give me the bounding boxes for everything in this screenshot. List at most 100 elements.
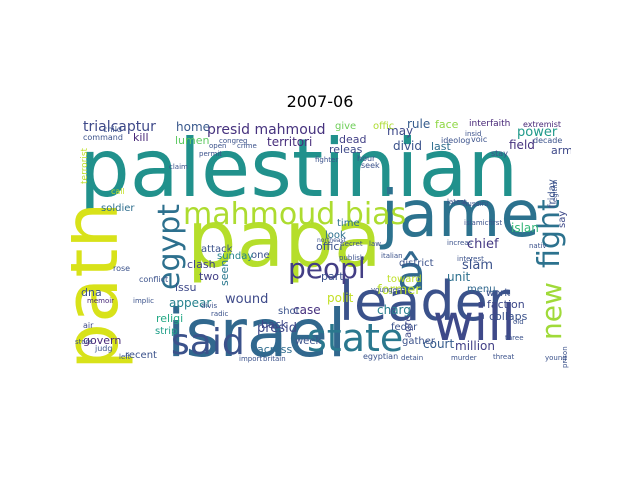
cloud-word: air: [83, 321, 94, 330]
cloud-word: strip: [155, 326, 177, 337]
cloud-word: â: [397, 246, 426, 302]
cloud-word: path: [71, 202, 135, 368]
cloud-word: rose: [113, 264, 130, 273]
cloud-word: stay: [491, 149, 508, 158]
cloud-word: israel: [167, 295, 346, 368]
cloud-word: radic: [211, 310, 229, 318]
cloud-word: recent: [125, 350, 157, 361]
cloud-word: work: [486, 288, 510, 299]
cloud-word: religi: [156, 312, 183, 325]
cloud-word: week: [295, 336, 321, 347]
cloud-word: call: [111, 187, 125, 196]
cloud-word: law: [369, 240, 381, 248]
cloud-word: terrorist: [80, 147, 90, 184]
cloud-word: fighter: [315, 156, 338, 164]
cloud-word: friday: [547, 179, 558, 208]
cloud-word: offici: [316, 240, 342, 253]
cloud-word: divid: [393, 139, 422, 153]
cloud-word: egyptian: [363, 352, 398, 361]
cloud-word: interest: [457, 255, 484, 263]
cloud-word: congreg: [219, 137, 248, 145]
cloud-word: implic: [133, 297, 154, 305]
cloud-word: interfaith: [469, 119, 510, 129]
cloud-word: face: [435, 118, 459, 131]
cloud-word: latest: [447, 198, 467, 206]
cloud-word: mahmoud bias: [183, 197, 406, 232]
cloud-word: territori: [267, 135, 312, 149]
cloud-word: britain: [263, 355, 286, 363]
cloud-word: agre: [403, 315, 414, 338]
cloud-word: presid mahmoud: [207, 122, 326, 138]
cloud-word: decade: [533, 136, 562, 145]
cloud-word: extremist: [523, 120, 561, 129]
cloud-word: voic: [471, 135, 487, 144]
cloud-word: former: [377, 283, 421, 298]
cloud-word: back: [261, 318, 288, 331]
cloud-word: polit: [327, 291, 354, 305]
cloud-word: insid: [465, 130, 481, 138]
cloud-word: egypt: [152, 204, 187, 290]
cloud-word: kill: [133, 131, 149, 144]
cloud-word: open: [209, 142, 226, 150]
cloud-word: home: [176, 120, 210, 134]
cloud-word: import: [239, 355, 262, 363]
word-cloud: palestinian papa jame israel leader path will s…: [71, 118, 571, 368]
cloud-word: lumen: [175, 134, 210, 147]
cloud-word: slam: [462, 258, 493, 273]
cloud-word: faction: [487, 298, 525, 311]
chart-title: 2007-06: [286, 92, 354, 111]
cloud-word: across: [257, 343, 293, 356]
cloud-word: northeast: [317, 237, 347, 244]
cloud-word: islamicfirst: [464, 219, 502, 227]
cloud-word: part: [321, 270, 344, 283]
cloud-word: attack: [201, 244, 233, 255]
cloud-word: legitim: [551, 180, 559, 204]
cloud-word: nativ: [529, 242, 547, 250]
cloud-word: releas: [329, 143, 363, 156]
cloud-word: old: [513, 318, 524, 326]
cloud-word: collaps: [489, 310, 528, 323]
cloud-word: soldier: [101, 203, 135, 214]
cloud-word: hour: [357, 154, 376, 163]
cloud-word: child: [103, 125, 122, 134]
cloud-word: district: [399, 258, 434, 269]
cloud-word: jame: [379, 178, 540, 252]
cloud-word: toward: [387, 274, 422, 285]
cloud-word: chief: [467, 237, 499, 252]
cloud-word: million: [455, 339, 495, 353]
cloud-word: last: [431, 140, 452, 153]
cloud-word: offic: [373, 121, 394, 132]
cloud-word: islan: [511, 221, 539, 235]
cloud-word: two: [199, 270, 219, 283]
cloud-word: husaini: [463, 200, 488, 208]
cloud-word: crime: [237, 142, 257, 150]
cloud-word: threat: [493, 353, 515, 361]
cloud-word: rule: [407, 118, 430, 131]
cloud-word: command: [83, 133, 123, 142]
cloud-word: appear: [169, 296, 211, 310]
cloud-word: publish: [339, 254, 364, 262]
cloud-word: three: [505, 334, 524, 342]
cloud-word: murder: [451, 354, 477, 362]
cloud-word: judg: [94, 344, 112, 353]
cloud-word: give: [335, 121, 356, 132]
cloud-word: seen: [218, 260, 231, 286]
cloud-word: permit: [199, 150, 222, 158]
cloud-word: seek: [361, 161, 380, 170]
cloud-word: secret: [341, 240, 363, 248]
cloud-word: memoir: [87, 297, 114, 305]
cloud-word: unit: [447, 270, 471, 284]
cloud-word: dna: [81, 286, 102, 299]
cloud-word: time: [337, 218, 360, 229]
cloud-word: shot: [278, 306, 300, 317]
cloud-word: claim: [169, 163, 188, 171]
cloud-word: court: [423, 337, 454, 351]
cloud-word: issu: [175, 281, 197, 294]
cloud-word: youngest: [371, 286, 404, 294]
cloud-word: state: [307, 316, 403, 360]
cloud-word: say: [557, 211, 568, 228]
cloud-word: leader: [339, 270, 511, 333]
cloud-word: fight: [532, 199, 567, 268]
